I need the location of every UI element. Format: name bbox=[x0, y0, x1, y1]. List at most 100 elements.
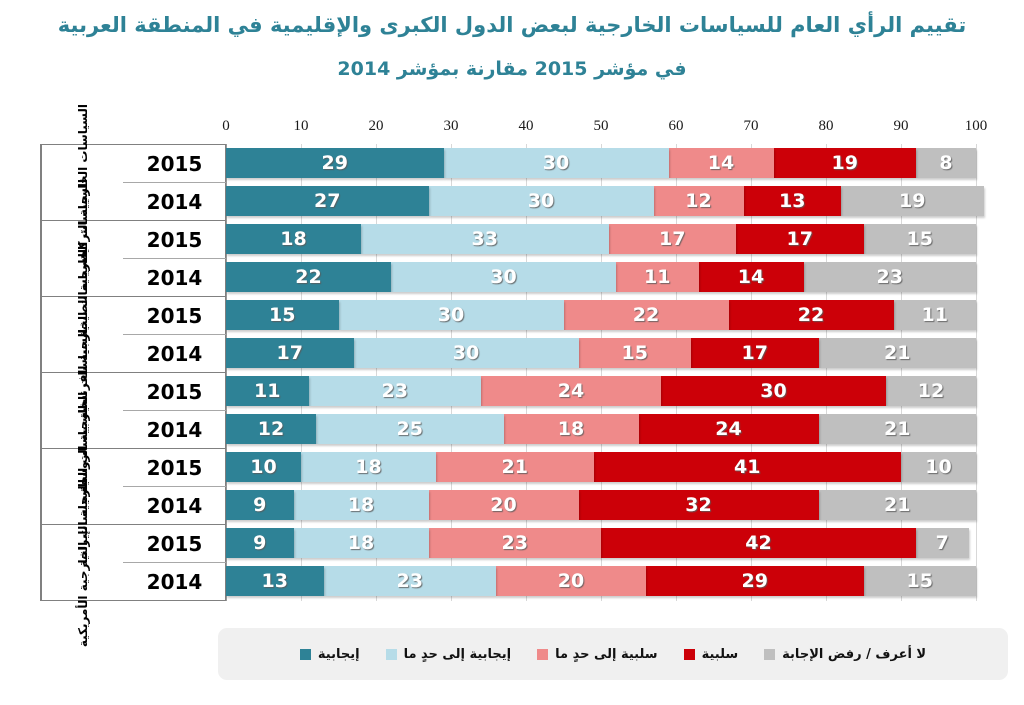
year-cell-2015: 2015 bbox=[123, 221, 226, 259]
bar-value-label: 7 bbox=[935, 532, 949, 554]
bar-value-label: 30 bbox=[437, 304, 465, 326]
bar-value-label: 17 bbox=[786, 228, 813, 250]
legend-swatch-negative bbox=[683, 648, 695, 660]
bar-value-label: 22 bbox=[797, 304, 825, 326]
plot-area: 29 30 14 19 8 27 30 12 13 19 18 33 17 17 15 22 30 11 14 23 1… bbox=[226, 144, 984, 601]
legend-item-positive[interactable]: إيجابية bbox=[299, 646, 360, 662]
bar-value-label: 13 bbox=[779, 190, 806, 212]
bar-segment: 11 bbox=[893, 300, 976, 330]
gridline-90 bbox=[901, 144, 902, 601]
bar-value-label: 13 bbox=[261, 570, 288, 592]
x-tick-60: 60 bbox=[668, 118, 684, 134]
bar-segment: 24 bbox=[481, 376, 661, 406]
bar-value-label: 10 bbox=[925, 456, 952, 478]
bar-value-label: 10 bbox=[250, 456, 277, 478]
group-label-cell: السياسات الخارجية التركية bbox=[42, 104, 124, 261]
bar-value-label: 23 bbox=[876, 266, 903, 288]
bar-segment: 18 bbox=[503, 414, 639, 444]
bar-value-label: 21 bbox=[501, 456, 528, 478]
gridline-50 bbox=[601, 144, 602, 601]
bar-segment: 12 bbox=[226, 414, 316, 444]
bar-value-label: 11 bbox=[254, 380, 281, 402]
bar-value-label: 18 bbox=[280, 228, 307, 250]
bar-value-label: 30 bbox=[452, 342, 480, 364]
gridline-0 bbox=[226, 144, 227, 601]
bar-segment: 18 bbox=[293, 490, 429, 520]
legend-label: إيجابية bbox=[317, 646, 360, 662]
bar-value-label: 12 bbox=[257, 418, 285, 440]
bar-value-label: 11 bbox=[644, 266, 671, 288]
bar-segment: 17 bbox=[226, 338, 354, 368]
year-column: 2015 2014 2015 2014 2015 2014 2015 2014 2015 2014… bbox=[123, 145, 226, 600]
group-label-cell: السياسات الخارجية الصينية bbox=[42, 179, 124, 338]
bar-segment: 19 bbox=[841, 186, 984, 216]
gridline-70 bbox=[751, 144, 752, 601]
bar-row: 11 23 24 30 12 bbox=[226, 376, 976, 406]
bar-value-label: 30 bbox=[490, 266, 517, 288]
year-cell-2014: 2014 bbox=[123, 259, 226, 297]
legend-item-dont_know[interactable]: لا أعرف / رفض الإجابة bbox=[764, 647, 926, 662]
bar-value-label: 41 bbox=[734, 456, 761, 478]
year-cell-2014: 2014 bbox=[123, 487, 226, 525]
bar-row: 15 30 22 22 11 bbox=[226, 300, 976, 330]
x-tick-40: 40 bbox=[518, 118, 534, 134]
bar-segment: 21 bbox=[436, 452, 594, 482]
bar-value-label: 18 bbox=[557, 418, 585, 440]
bar-value-label: 25 bbox=[396, 418, 423, 440]
bar-segment: 18 bbox=[226, 224, 361, 254]
bar-value-label: 18 bbox=[347, 494, 375, 516]
bar-value-label: 15 bbox=[906, 228, 933, 250]
bar-value-label: 42 bbox=[745, 532, 772, 554]
bar-segment: 27 bbox=[226, 186, 429, 216]
bar-value-label: 17 bbox=[659, 228, 686, 250]
bar-value-label: 21 bbox=[884, 494, 911, 516]
year-cell-2014: 2014 bbox=[123, 411, 226, 449]
bar-value-label: 18 bbox=[355, 456, 382, 478]
bar-segment: 20 bbox=[496, 566, 646, 596]
bar-row: 12 25 18 24 21 bbox=[226, 414, 976, 444]
bar-segment: 29 bbox=[646, 566, 864, 596]
x-tick-100: 100 bbox=[964, 118, 988, 134]
bar-segment: 10 bbox=[226, 452, 301, 482]
bar-value-label: 12 bbox=[685, 190, 712, 212]
bar-segment: 13 bbox=[226, 566, 324, 596]
legend-label: إيجابية إلى حدٍ ما bbox=[403, 646, 512, 662]
bar-segment: 11 bbox=[616, 262, 699, 292]
bar-segment: 30 bbox=[353, 338, 579, 368]
bar-value-label: 24 bbox=[715, 418, 742, 440]
bar-segment: 30 bbox=[428, 186, 654, 216]
gridline-30 bbox=[451, 144, 452, 601]
bar-segment: 14 bbox=[698, 262, 804, 292]
gridline-20 bbox=[376, 144, 377, 601]
bar-value-label: 21 bbox=[884, 418, 911, 440]
legend-item-negative[interactable]: سلبية bbox=[683, 647, 738, 662]
bar-value-label: 32 bbox=[685, 494, 712, 516]
bar-value-label: 14 bbox=[707, 152, 735, 174]
bar-value-label: 23 bbox=[501, 532, 528, 554]
bar-segment: 30 bbox=[338, 300, 564, 330]
bar-value-label: 24 bbox=[557, 380, 585, 402]
year-cell-2015: 2015 bbox=[123, 297, 226, 335]
bar-segment: 42 bbox=[601, 528, 916, 558]
year-cell-2015: 2015 bbox=[123, 449, 226, 487]
legend-item-somewhat_negative[interactable]: سلبية إلى حدٍ ما bbox=[537, 646, 658, 662]
bar-segment: 30 bbox=[391, 262, 616, 292]
legend-label: سلبية إلى حدٍ ما bbox=[555, 646, 658, 662]
bar-segment: 21 bbox=[818, 338, 976, 368]
bar-segment: 23 bbox=[323, 566, 496, 596]
bar-value-label: 17 bbox=[741, 342, 768, 364]
legend-item-somewhat_positive[interactable]: إيجابية إلى حدٍ ما bbox=[385, 646, 512, 662]
bar-value-label: 27 bbox=[314, 190, 341, 212]
bar-segment: 11 bbox=[226, 376, 309, 406]
bar-segment: 13 bbox=[743, 186, 841, 216]
group-label-cell: السياسات الخارجية الفرنسية bbox=[42, 249, 124, 420]
bar-row: 9 18 23 42 7 bbox=[226, 528, 976, 558]
bar-value-label: 30 bbox=[527, 190, 555, 212]
bar-value-label: 14 bbox=[737, 266, 765, 288]
bar-segment: 30 bbox=[661, 376, 886, 406]
bar-row: 29 30 14 19 8 bbox=[226, 148, 976, 178]
bar-segment: 15 bbox=[578, 338, 691, 368]
bar-segment: 33 bbox=[361, 224, 609, 254]
bar-segment: 22 bbox=[728, 300, 894, 330]
legend-swatch-positive bbox=[299, 648, 311, 660]
